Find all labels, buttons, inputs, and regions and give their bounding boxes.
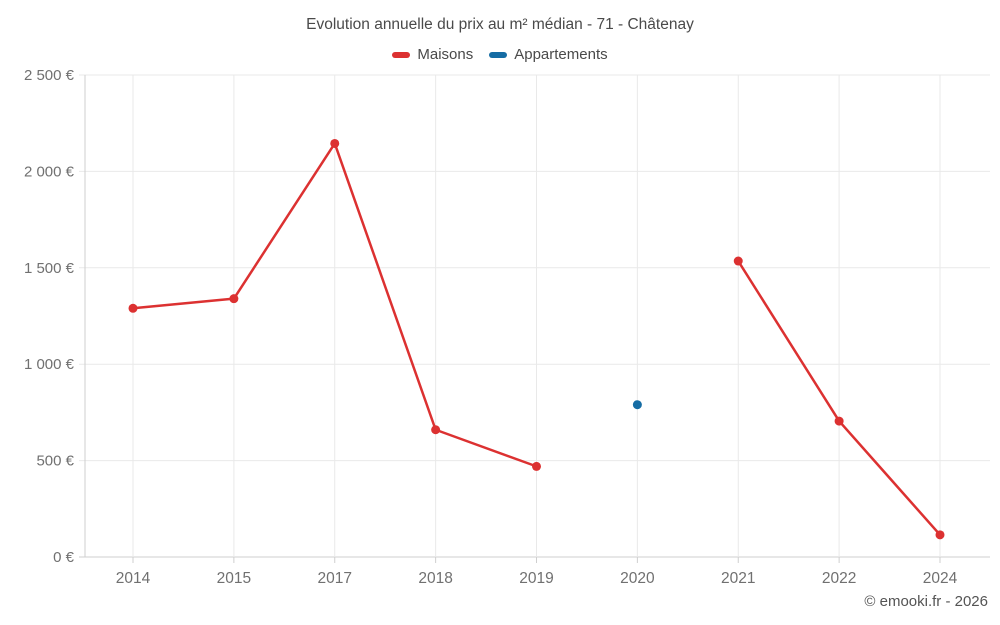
x-tick-label: 2020 <box>620 570 655 587</box>
maisons-point-2017 <box>330 138 340 148</box>
maisons-point-2015 <box>229 294 239 304</box>
x-tick-label: 2021 <box>721 570 755 587</box>
y-tick-label: 1 000 € <box>24 356 75 373</box>
x-tick-label: 2015 <box>217 570 251 587</box>
x-tick-label: 2022 <box>822 570 856 587</box>
copyright-footer: © emooki.fr - 2026 <box>864 593 988 610</box>
appartements-legend-marker-icon <box>489 51 508 58</box>
maisons-point-2019 <box>532 461 541 471</box>
y-tick-label: 1 500 € <box>24 260 75 277</box>
y-tick-label: 2 500 € <box>24 67 75 84</box>
y-tick-label: 2 000 € <box>24 163 75 180</box>
legend-item-appartements[interactable]: Appartements <box>489 46 608 63</box>
maisons-point-2014 <box>128 303 138 313</box>
maisons-point-2021 <box>733 256 743 266</box>
y-tick-label: 500 € <box>36 453 74 470</box>
legend-label-maisons: Maisons <box>417 46 474 63</box>
chart-legend: Maisons Appartements <box>0 46 1000 63</box>
appartements-point-2020 <box>632 400 642 410</box>
x-tick-label: 2017 <box>318 570 352 587</box>
legend-label-appartements: Appartements <box>514 46 608 63</box>
x-tick-label: 2018 <box>418 570 452 587</box>
maisons-point-2022 <box>834 416 844 426</box>
y-tick-label: 0 € <box>53 549 75 566</box>
chart-title: Evolution annuelle du prix au m² médian … <box>306 16 694 33</box>
maisons-point-2024 <box>935 530 945 540</box>
legend-item-maisons[interactable]: Maisons <box>392 46 473 63</box>
maisons-legend-marker-icon <box>392 51 411 58</box>
x-tick-label: 2019 <box>519 570 553 587</box>
x-tick-label: 2014 <box>116 570 151 587</box>
maisons-point-2018 <box>431 425 441 435</box>
x-tick-label: 2024 <box>923 570 958 587</box>
